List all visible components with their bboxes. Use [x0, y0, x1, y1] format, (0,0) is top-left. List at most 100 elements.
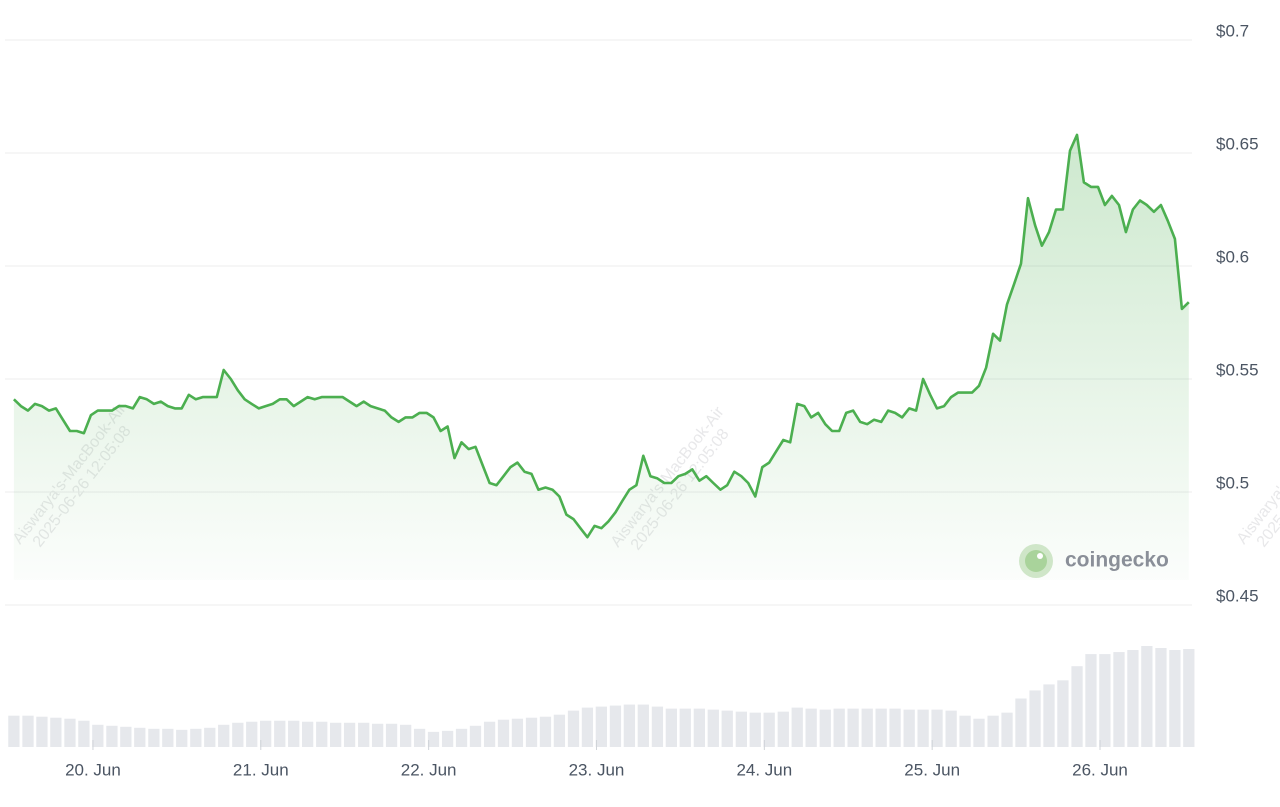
volume-bar: [805, 708, 817, 747]
volume-bar: [889, 708, 901, 747]
x-tick-label: 20. Jun: [65, 760, 121, 779]
volume-bar: [50, 717, 62, 747]
volume-bar: [1141, 646, 1153, 747]
volume-bar: [581, 707, 594, 747]
volume-bar: [1155, 648, 1167, 747]
volume-bar: [1183, 649, 1195, 747]
volume-bar: [8, 715, 20, 747]
y-tick-label: $0.5: [1216, 473, 1249, 492]
volume-bar: [595, 706, 607, 747]
logo-eye: [1037, 553, 1043, 559]
price-area: [13, 134, 1189, 580]
y-tick-label: $0.6: [1216, 247, 1249, 266]
volume-bar: [553, 714, 566, 747]
volume-bar: [777, 711, 789, 747]
volume-bar: [343, 722, 356, 747]
volume-bar: [763, 712, 775, 747]
volume-bar: [623, 704, 636, 747]
volume-bar: [483, 721, 496, 747]
volume-bar: [162, 728, 174, 747]
volume-bar: [959, 715, 971, 747]
volume-bar: [987, 715, 999, 747]
volume-bar: [400, 724, 412, 747]
volume-bar: [525, 717, 538, 747]
volume-bar: [945, 710, 957, 747]
volume-bar: [847, 708, 859, 747]
volume-bar: [358, 722, 370, 747]
volume-bar: [875, 708, 887, 747]
volume-bar: [497, 719, 510, 747]
x-tick-label: 24. Jun: [736, 760, 792, 779]
y-tick-label: $0.7: [1216, 21, 1249, 40]
volume-bar: [246, 721, 258, 747]
logo-icon-inner: [1025, 550, 1047, 572]
volume-bar: [721, 710, 733, 747]
volume-bar: [413, 728, 426, 747]
brand-name: coingecko: [1065, 549, 1169, 572]
volume-bar: [148, 728, 160, 747]
volume-bar: [64, 718, 76, 747]
volume-bar: [1099, 654, 1111, 747]
volume-bar: [274, 720, 286, 747]
volume-bar: [92, 724, 104, 747]
y-tick-label: $0.45: [1216, 586, 1259, 605]
volume-bar: [371, 723, 384, 747]
volume-bar: [301, 721, 314, 747]
volume-bar: [931, 709, 943, 747]
volume-bar: [917, 709, 929, 747]
volume-bar: [441, 730, 454, 747]
volume-bar: [1071, 666, 1083, 747]
volume-bar: [106, 725, 118, 747]
volume-bar: [749, 712, 761, 747]
volume-bar: [735, 711, 747, 747]
price-line: [12, 133, 1190, 539]
volume-bar: [679, 708, 691, 747]
volume-bar: [120, 726, 132, 747]
volume-bar: [637, 704, 649, 747]
volume-bar: [1015, 698, 1027, 747]
y-tick-label: $0.65: [1216, 134, 1259, 153]
volume-bar: [861, 708, 873, 747]
volume-bar: [567, 710, 580, 747]
volume-bar: [819, 709, 831, 747]
volume-bar: [330, 722, 342, 747]
volume-bar: [218, 724, 230, 747]
volume-bar: [1057, 680, 1069, 747]
volume-bar: [707, 709, 719, 747]
volume-bar: [1127, 650, 1139, 747]
volume-bar: [539, 716, 552, 747]
volume-bar: [469, 725, 482, 747]
volume-bar: [134, 727, 146, 747]
plot-area: $0.45 $0.5 $0.55 $0.6 $0.65 $0.7 20. Jun 21. Ju…: [5, 21, 1259, 779]
volume-bar: [288, 720, 300, 747]
volume-bar: [1113, 652, 1125, 747]
y-tick-label: $0.55: [1216, 360, 1259, 379]
volume-bar: [22, 715, 34, 747]
volume-bar: [1169, 650, 1181, 747]
volume-bar: [385, 723, 398, 747]
volume-bar: [427, 731, 440, 747]
volume-bar: [204, 727, 216, 747]
volume-bar: [260, 720, 272, 747]
volume-bar: [1001, 712, 1013, 747]
volume-bar: [176, 729, 188, 747]
x-tick-label: 25. Jun: [904, 760, 960, 779]
volume-bar: [609, 705, 622, 747]
volume-bar: [1085, 654, 1097, 747]
x-tick-label: 26. Jun: [1072, 760, 1128, 779]
x-tick-label: 22. Jun: [401, 760, 457, 779]
volume-bar: [78, 720, 90, 747]
volume-bar: [903, 709, 915, 747]
volume-bar: [1043, 684, 1055, 747]
x-tick-label: 21. Jun: [233, 760, 289, 779]
volume-bar: [833, 708, 845, 747]
volume-bar: [1029, 690, 1041, 747]
volume-bar: [651, 706, 664, 747]
x-tick-label: 23. Jun: [569, 760, 625, 779]
brand-logo: coingecko: [1019, 544, 1169, 578]
volume-bar: [36, 716, 48, 747]
volume-bar: [316, 721, 328, 747]
volume-bar: [511, 718, 524, 747]
